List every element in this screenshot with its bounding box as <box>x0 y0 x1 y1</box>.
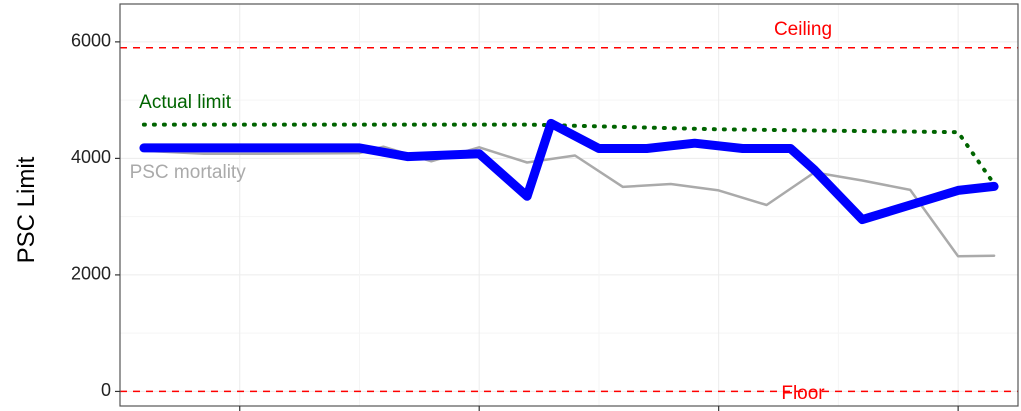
series-line-thick-solid <box>139 118 999 225</box>
y-axis-title: PSC Limit <box>13 156 40 263</box>
y-tick-label: 4000 <box>71 147 111 167</box>
reference-lines: Ceiling Floor <box>120 19 1018 404</box>
gridlines <box>120 4 1018 406</box>
annotation-psc-mortality: PSC mortality <box>130 162 247 183</box>
annotations: Actual limit PSC mortality <box>130 92 247 183</box>
plot-background <box>120 4 1018 406</box>
reference-label-ceiling: Ceiling <box>774 19 832 40</box>
plot-panel-border <box>119 3 1019 407</box>
reference-label-floor: Floor <box>781 383 825 404</box>
y-tick-label: 6000 <box>71 31 111 51</box>
y-tick-label: 2000 <box>71 264 111 284</box>
series-lines <box>139 118 999 258</box>
annotation-actual-limit: Actual limit <box>139 92 232 113</box>
y-tick-label: 0 <box>101 380 111 400</box>
series-line-psc-mortality <box>142 145 996 258</box>
axes: 0 2000 4000 6000 <box>71 31 959 411</box>
